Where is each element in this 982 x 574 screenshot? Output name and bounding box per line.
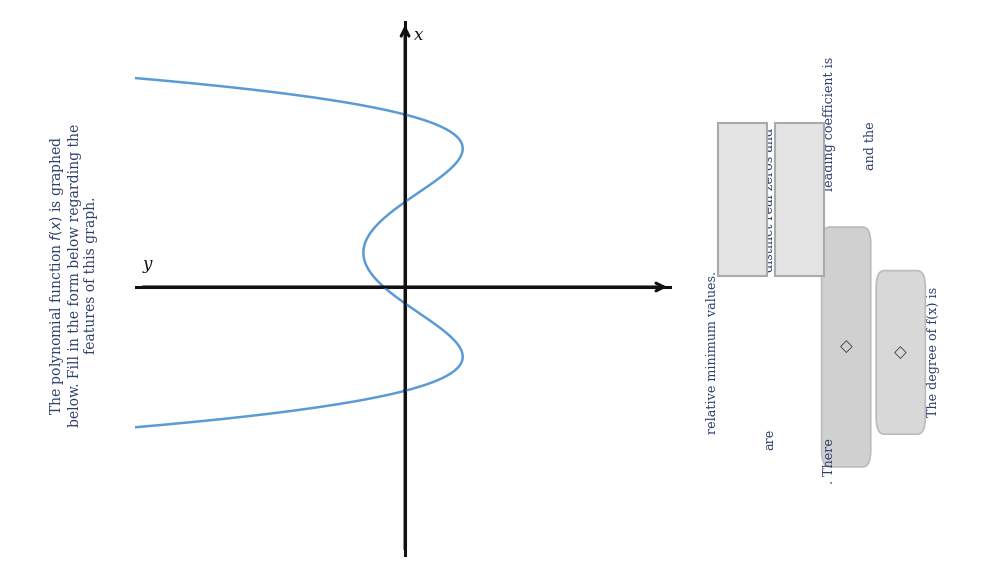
Text: The polynomial function $f(x)$ is graphed
below. Fill in the form below regardin: The polynomial function $f(x)$ is graphe… — [48, 124, 98, 427]
FancyBboxPatch shape — [876, 270, 925, 434]
Text: y: y — [142, 256, 152, 273]
Text: . There: . There — [823, 439, 837, 484]
Text: are: are — [763, 429, 776, 451]
FancyBboxPatch shape — [718, 123, 767, 276]
Text: ◇: ◇ — [895, 343, 907, 362]
Text: ◇: ◇ — [840, 338, 852, 356]
FancyBboxPatch shape — [822, 227, 871, 467]
Text: and the: and the — [864, 121, 877, 169]
FancyBboxPatch shape — [775, 123, 824, 276]
Text: distinct real zeros and: distinct real zeros and — [763, 127, 776, 272]
Text: relative minimum values.: relative minimum values. — [706, 271, 719, 434]
Text: The degree of f(x) is: The degree of f(x) is — [927, 288, 940, 417]
Text: x: x — [413, 27, 423, 44]
Text: leading coefficient is: leading coefficient is — [823, 56, 837, 191]
